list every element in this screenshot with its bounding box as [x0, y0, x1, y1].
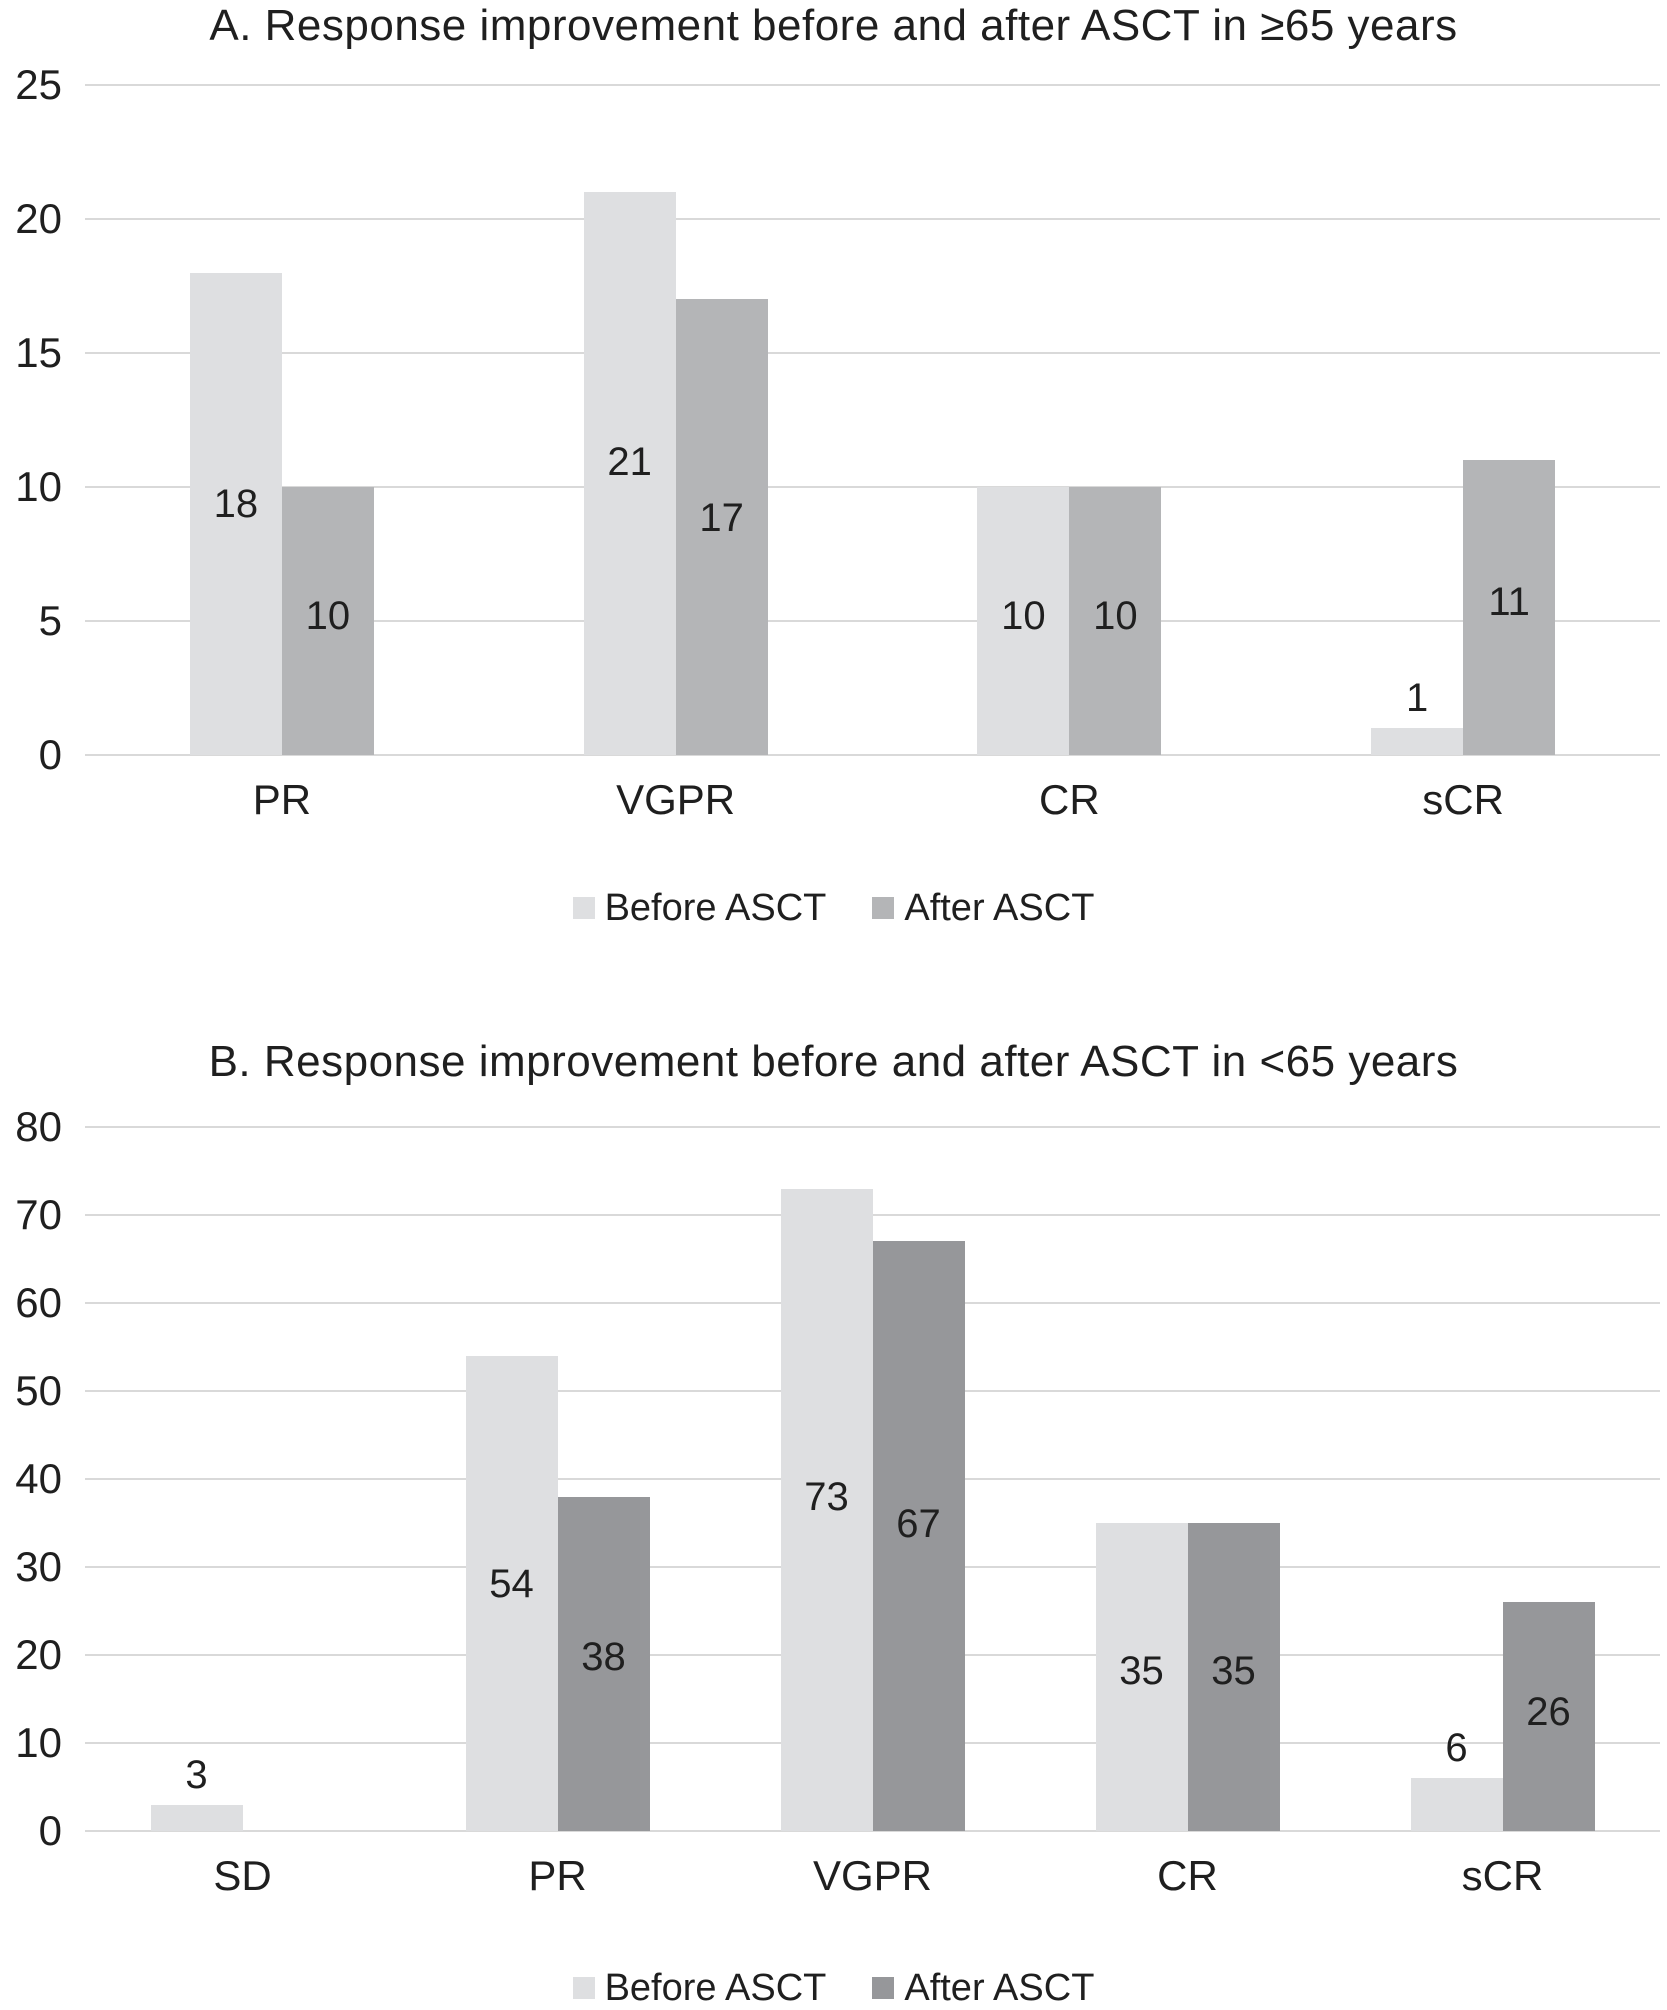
bar-after-pr: [281, 487, 374, 755]
bar-value-label: 35: [1211, 1648, 1256, 1693]
gridline: [85, 1126, 1660, 1128]
y-axis-tick-label: 50: [15, 1367, 62, 1414]
gridline: [85, 620, 1660, 622]
bar-value-label: 67: [896, 1502, 941, 1547]
bar-value-label: 6: [1445, 1726, 1468, 1771]
bar-value-label: 10: [1001, 593, 1046, 638]
bar-before-cr: [977, 487, 1070, 755]
legend-label-after-asct: After ASCT: [904, 1967, 1095, 2009]
legend-label-after-asct: After ASCT: [904, 887, 1095, 929]
legend-swatch-after-asct-icon: [872, 897, 895, 919]
y-axis-tick-label: 20: [15, 195, 62, 242]
panel-b-plot-area: 0 10 20 30 40 50 60 70 80 SD PR VGPR CR sCR 3 54 73 35 6 38…: [15, 1105, 1660, 1899]
bar-after-vgpr: [675, 299, 768, 755]
bar-after-scr: [1463, 460, 1556, 755]
bar-value-label: 10: [1093, 593, 1138, 638]
x-axis-category-label: SD: [213, 1852, 272, 1899]
bar-value-label: 21: [607, 440, 652, 485]
gridline: [85, 486, 1660, 488]
bar-after-vgpr: [872, 1241, 965, 1831]
bar-before-pr: [189, 272, 282, 755]
bar-value-label: 38: [581, 1635, 626, 1680]
panel-a-title: A. Response improvement before and after…: [209, 1, 1458, 50]
bar-after-cr: [1069, 487, 1162, 755]
gridline: [85, 1830, 1660, 1832]
x-axis-category-label: sCR: [1461, 1852, 1544, 1899]
y-axis-tick-label: 25: [15, 61, 62, 108]
y-axis-tick-label: 30: [15, 1543, 62, 1590]
legend-swatch-after-asct-icon: [872, 1977, 895, 1999]
legend-item-after-asct: After ASCT: [872, 1966, 1094, 2010]
bar-before-scr: [1371, 728, 1464, 755]
bar-value-label: 10: [305, 593, 351, 638]
bar-value-label: 54: [489, 1561, 534, 1606]
bar-value-label: 1: [1406, 676, 1429, 721]
legend-label-before-asct: Before ASCT: [604, 1967, 827, 2009]
bar-before-sd: [150, 1804, 243, 1831]
bar-value-label: 26: [1526, 1690, 1571, 1735]
y-axis-tick-label: 70: [15, 1191, 62, 1238]
gridline: [85, 1214, 1660, 1216]
bar-after-scr: [1502, 1602, 1595, 1831]
x-axis-category-label: sCR: [1422, 776, 1504, 823]
y-axis-tick-label: 40: [15, 1455, 62, 1502]
gridline: [85, 754, 1660, 756]
panel-a-plot-area: 0 5 10 15 20 25 PR VGPR CR sCR 18 21 10 1 10 17 10 11: [15, 63, 1660, 823]
legend-swatch-before-asct-icon: [572, 897, 595, 919]
bar-before-cr: [1095, 1523, 1188, 1831]
bar-before-vgpr: [780, 1188, 873, 1831]
bar-before-scr: [1410, 1778, 1503, 1831]
gridline: [85, 352, 1660, 354]
x-axis-category-label: PR: [252, 776, 312, 823]
panel-b-title: B. Response improvement before and after…: [208, 1037, 1459, 1086]
y-axis-tick-label: 20: [15, 1631, 62, 1678]
x-axis-category-label: VGPR: [616, 776, 736, 823]
bar-value-label: 17: [699, 496, 744, 541]
panel-a-legend: Before ASCT After ASCT: [0, 886, 1667, 930]
y-axis-tick-label: 10: [15, 1719, 62, 1766]
y-axis-tick-label: 5: [38, 597, 62, 644]
gridline: [85, 84, 1660, 86]
panel-b-legend: Before ASCT After ASCT: [0, 1966, 1667, 2010]
legend-item-before-asct: Before ASCT: [572, 886, 827, 930]
y-axis-tick-label: 80: [15, 1103, 62, 1150]
legend-label-before-asct: Before ASCT: [604, 887, 827, 929]
bar-value-label: 18: [213, 482, 259, 527]
y-axis-tick-label: 15: [15, 329, 62, 376]
x-axis-category-label: VGPR: [812, 1852, 933, 1899]
bar-before-vgpr: [583, 192, 676, 755]
y-axis-tick-label: 60: [15, 1279, 62, 1326]
bar-after-pr: [557, 1496, 650, 1831]
legend-swatch-before-asct-icon: [572, 1977, 595, 1999]
bar-before-pr: [465, 1355, 558, 1831]
legend-item-before-asct: Before ASCT: [572, 1966, 827, 2010]
y-axis-tick-label: 10: [15, 463, 62, 510]
x-axis-category-label: CR: [1039, 776, 1100, 823]
legend-item-after-asct: After ASCT: [872, 886, 1094, 930]
bar-value-label: 35: [1119, 1648, 1164, 1693]
bar-value-label: 73: [804, 1474, 849, 1519]
x-axis-category-label: PR: [528, 1852, 587, 1899]
bar-after-cr: [1187, 1523, 1280, 1831]
y-axis-tick-label: 0: [38, 1807, 62, 1854]
bar-value-label: 11: [1488, 579, 1530, 624]
y-axis-tick-label: 0: [38, 731, 62, 778]
x-axis-category-label: CR: [1157, 1852, 1218, 1899]
gridline: [85, 218, 1660, 220]
bar-value-label: 3: [185, 1752, 208, 1797]
